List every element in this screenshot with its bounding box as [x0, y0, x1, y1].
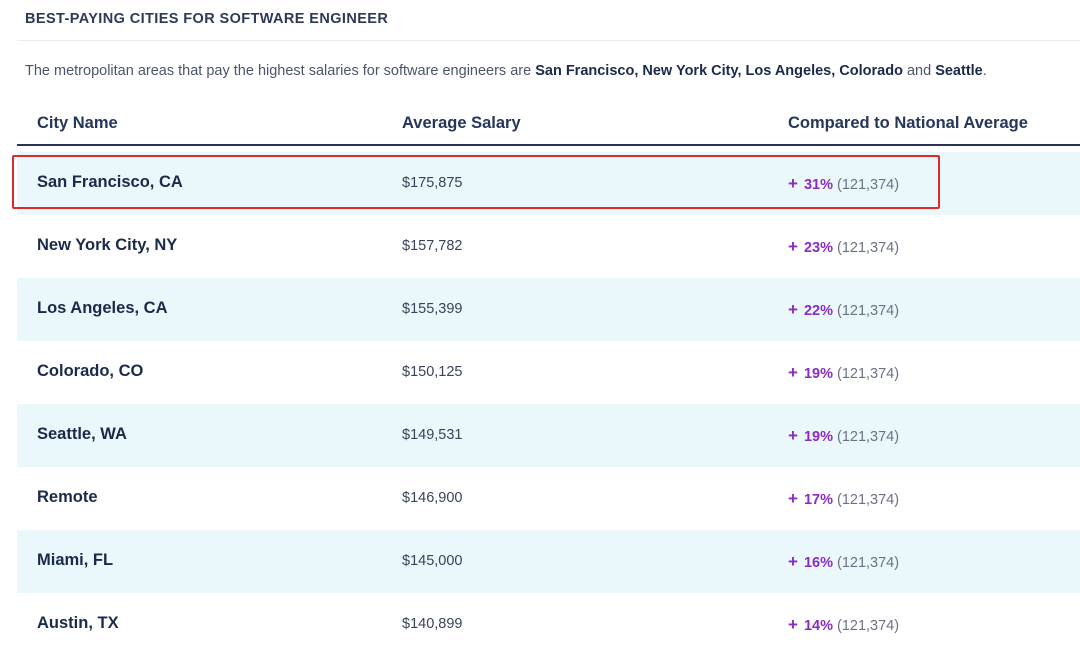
header-city-name: City Name	[37, 114, 118, 132]
national-comparison: +14% (121,374)	[788, 615, 899, 635]
plus-icon: +	[788, 174, 798, 193]
intro-city-4: Colorado	[839, 63, 903, 79]
city-name: San Francisco, CA	[37, 173, 183, 191]
average-salary: $146,900	[402, 490, 463, 506]
national-comparison: +19% (121,374)	[788, 426, 899, 446]
table-row: San Francisco, CA $175,875 +31% (121,374…	[17, 152, 1080, 215]
national-comparison: +17% (121,374)	[788, 489, 899, 509]
percent-above: 19%	[803, 429, 833, 445]
plus-icon: +	[788, 237, 798, 256]
percent-above: 23%	[803, 240, 833, 256]
national-comparison: +22% (121,374)	[788, 300, 899, 320]
table-row: Remote $146,900 +17% (121,374)	[17, 467, 1080, 530]
intro-and: and	[902, 63, 936, 79]
header-average-salary: Average Salary	[402, 114, 521, 132]
national-average: (121,374)	[837, 618, 900, 634]
section-title: BEST-PAYING CITIES FOR SOFTWARE ENGINEER	[25, 11, 389, 27]
average-salary: $157,782	[402, 238, 463, 254]
table-row: Seattle, WA $149,531 +19% (121,374)	[17, 404, 1080, 467]
intro-city-2: New York City,	[642, 63, 742, 79]
table-body: San Francisco, CA $175,875 +31% (121,374…	[17, 152, 1080, 652]
plus-icon: +	[788, 552, 798, 571]
table-row: Austin, TX $140,899 +14% (121,374)	[17, 593, 1080, 652]
national-average: (121,374)	[837, 303, 900, 319]
national-average: (121,374)	[837, 492, 900, 508]
plus-icon: +	[788, 363, 798, 382]
intro-city-1: San Francisco,	[535, 63, 639, 79]
intro-city-5: Seattle	[935, 63, 983, 79]
average-salary: $155,399	[402, 301, 463, 317]
intro-city-3: Los Angeles,	[745, 63, 836, 79]
table-row: New York City, NY $157,782 +23% (121,374…	[17, 215, 1080, 278]
national-average: (121,374)	[837, 429, 900, 445]
plus-icon: +	[788, 489, 798, 508]
national-average: (121,374)	[837, 177, 900, 193]
national-comparison: +16% (121,374)	[788, 552, 899, 572]
average-salary: $145,000	[402, 553, 463, 569]
city-name: Los Angeles, CA	[37, 299, 168, 317]
header-compared-national: Compared to National Average	[788, 114, 1028, 132]
average-salary: $140,899	[402, 616, 463, 632]
table-row: Miami, FL $145,000 +16% (121,374)	[17, 530, 1080, 593]
average-salary: $149,531	[402, 427, 463, 443]
plus-icon: +	[788, 615, 798, 634]
percent-above: 16%	[803, 555, 833, 571]
percent-above: 14%	[803, 618, 833, 634]
city-name: Austin, TX	[37, 614, 119, 632]
national-comparison: +19% (121,374)	[788, 363, 899, 383]
plus-icon: +	[788, 300, 798, 319]
national-comparison: +31% (121,374)	[788, 174, 899, 194]
city-name: New York City, NY	[37, 236, 178, 254]
national-average: (121,374)	[837, 555, 900, 571]
city-name: Miami, FL	[37, 551, 114, 569]
percent-above: 19%	[803, 366, 833, 382]
city-name: Colorado, CO	[37, 362, 144, 380]
national-average: (121,374)	[837, 366, 900, 382]
national-comparison: +23% (121,374)	[788, 237, 899, 257]
title-divider	[17, 40, 1080, 41]
table-row: Los Angeles, CA $155,399 +22% (121,374)	[17, 278, 1080, 341]
intro-paragraph: The metropolitan areas that pay the high…	[25, 63, 987, 79]
table-row: Colorado, CO $150,125 +19% (121,374)	[17, 341, 1080, 404]
percent-above: 17%	[803, 492, 833, 508]
average-salary: $150,125	[402, 364, 463, 380]
city-name: Seattle, WA	[37, 425, 127, 443]
percent-above: 22%	[803, 303, 833, 319]
average-salary: $175,875	[402, 175, 463, 191]
city-name: Remote	[37, 488, 98, 506]
intro-prefix: The metropolitan areas that pay the high…	[25, 63, 536, 79]
intro-suffix: .	[982, 63, 987, 79]
table-header: City Name Average Salary Compared to Nat…	[17, 102, 1080, 146]
percent-above: 31%	[803, 177, 833, 193]
national-average: (121,374)	[837, 240, 900, 256]
plus-icon: +	[788, 426, 798, 445]
